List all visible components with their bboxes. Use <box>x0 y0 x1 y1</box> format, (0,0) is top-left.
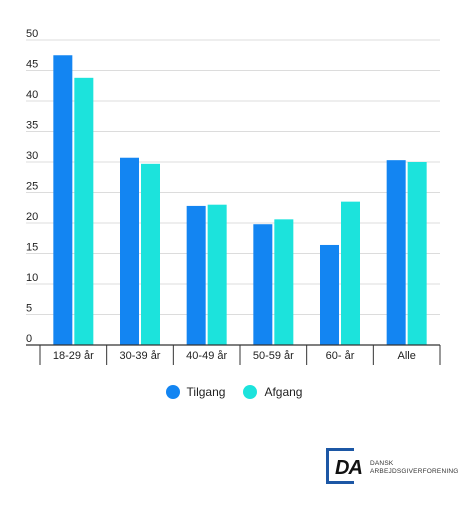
logo-line-2: ARBEJDSGIVERFORENING <box>370 468 459 475</box>
x-axis: 18-29 år 30-39 år 40-49 år 50-59 år 60- år Al… <box>26 344 441 365</box>
bar-afgang <box>341 201 360 345</box>
legend-item-tilgang[interactable]: Tilgang <box>165 385 226 399</box>
bar-tilgang <box>53 55 73 345</box>
bar-tilgang <box>186 205 206 345</box>
logo-line-1: DANSK <box>370 460 394 467</box>
y-tick-label: 5 <box>26 303 32 315</box>
y-tick-label: 40 <box>26 89 38 101</box>
logo-bracket <box>326 448 354 484</box>
logo-letters: DA <box>335 457 363 479</box>
y-tick-label: 30 <box>26 150 38 162</box>
bar-tilgang <box>320 244 339 345</box>
bar-afgang <box>207 204 227 345</box>
bar-afgang <box>74 77 94 345</box>
bar-tilgang <box>253 224 273 345</box>
legend: Tilgang Afgang <box>0 385 468 399</box>
y-tick-label: 20 <box>26 211 38 223</box>
y-tick-label: 50 <box>26 28 38 40</box>
x-category-label: 18-29 år <box>53 350 94 362</box>
y-tick-label: 25 <box>26 181 38 193</box>
x-category-label: Alle <box>397 350 415 362</box>
y-tick-label: 45 <box>26 59 38 71</box>
bar-tilgang <box>120 157 139 345</box>
bar-afgang <box>141 163 160 345</box>
legend-item-afgang[interactable]: Afgang <box>243 385 302 399</box>
bar-afgang <box>407 162 427 345</box>
legend-swatch-afgang <box>243 385 258 399</box>
legend-label-tilgang: Tilgang <box>186 385 226 399</box>
y-tick-label: 0 <box>26 333 32 345</box>
bar-afgang <box>274 219 294 345</box>
legend-label-afgang: Afgang <box>264 385 303 399</box>
y-tick-label: 15 <box>26 242 38 254</box>
y-axis-tick-labels: 0 5 10 15 20 25 30 35 40 45 50 <box>26 28 38 345</box>
bar-tilgang <box>386 160 406 345</box>
gridlines <box>26 39 440 315</box>
x-category-label: 50-59 år <box>253 350 294 362</box>
x-category-label: 30-39 år <box>120 350 161 362</box>
y-tick-label: 10 <box>26 272 38 284</box>
logo-text: DANSK ARBEJDSGIVERFORENING <box>370 460 459 476</box>
logo-mark: DA <box>326 448 363 488</box>
y-tick-label: 35 <box>26 120 38 132</box>
legend-swatch-tilgang <box>165 385 180 399</box>
bars <box>53 55 427 345</box>
bar-chart: 0 5 10 15 20 25 30 35 40 45 50 18-29 år 30-39 år 40-… <box>26 28 441 365</box>
x-category-label: 40-49 år <box>186 350 227 362</box>
x-category-label: 60- år <box>326 350 355 362</box>
da-logo: DA DANSK ARBEJDSGIVERFORENING <box>326 448 459 488</box>
